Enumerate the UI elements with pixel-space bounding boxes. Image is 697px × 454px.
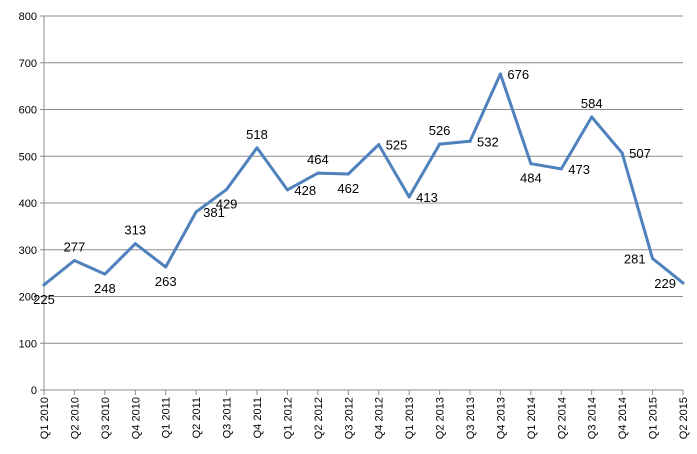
data-label: 381 [203,205,225,220]
y-tick-label: 500 [19,151,37,163]
data-label: 518 [246,127,268,142]
data-label: 281 [624,252,646,267]
data-label: 532 [477,134,499,149]
data-label: 462 [337,181,359,196]
x-tick-label: Q4 2011 [252,397,264,438]
data-label: 413 [416,190,438,205]
data-label: 473 [568,162,590,177]
x-tick-label: Q3 2010 [100,397,112,439]
data-label: 484 [520,171,542,186]
x-tick-label: Q4 2013 [495,397,507,439]
data-point [468,139,472,143]
data-point [681,281,685,285]
x-tick-label: Q4 2010 [130,397,142,439]
x-tick-label: Q2 2014 [556,397,568,439]
data-point [346,172,350,176]
x-tick-label: Q2 2013 [435,397,447,439]
x-tick-label: Q1 2013 [404,397,416,439]
data-label: 229 [654,276,676,291]
x-tick-label: Q1 2015 [648,397,660,439]
y-axis-ticks: 0 100 200 300 400 500 600 700 800 [19,11,44,397]
y-tick-label: 400 [19,198,37,210]
x-tick-label: Q4 2014 [617,397,629,439]
x-tick-label: Q1 2012 [282,397,294,439]
data-point [529,162,533,166]
data-point [438,142,442,146]
gridlines [44,15,683,344]
y-tick-label: 700 [19,58,37,70]
x-tick-label: Q1 2011 [161,397,173,438]
x-axis-ticks: Q1 2010 Q2 2010 Q3 2010 Q4 2010 Q1 2011 Q2 20… [39,390,690,439]
data-point [498,72,502,76]
data-point [225,187,229,191]
data-point [285,188,289,192]
x-tick-label: Q2 2015 [678,397,690,439]
data-label: 313 [124,223,146,238]
x-tick-label: Q2 2012 [313,397,325,439]
data-point [103,272,107,276]
y-tick-label: 0 [31,385,37,397]
series-polyline [42,72,685,287]
data-label: 428 [294,183,316,198]
data-label: 225 [33,292,55,307]
data-point [377,143,381,147]
x-tick-label: Q3 2014 [587,397,599,439]
x-tick-label: Q1 2014 [526,397,538,439]
y-tick-label: 200 [19,292,37,304]
x-tick-label: Q4 2012 [374,397,386,439]
data-label: 676 [507,67,529,82]
data-label: 263 [155,274,177,289]
data-point [42,283,46,287]
data-label: 464 [307,152,329,167]
x-tick-label: Q2 2010 [69,397,81,439]
data-label: 429 [216,196,238,211]
x-tick-label: Q3 2012 [343,397,355,439]
data-point [164,265,168,269]
series-line [42,72,685,287]
data-label: 248 [94,281,116,296]
data-point [72,259,76,263]
y-tick-label: 800 [19,11,37,23]
data-label: 277 [64,240,86,255]
data-label: 584 [581,96,603,111]
data-point [620,151,624,155]
x-tick-label: Q3 2011 [222,397,234,438]
data-point [651,257,655,261]
data-point [559,167,563,171]
data-label: 526 [429,123,451,138]
data-point [194,210,198,214]
data-point [316,171,320,175]
data-label: 525 [386,138,408,153]
y-tick-label: 300 [19,245,37,257]
x-tick-label: Q2 2011 [191,397,203,438]
y-tick-label: 600 [19,105,37,117]
x-tick-label: Q3 2013 [465,397,477,439]
data-point [590,115,594,119]
data-label: 507 [629,146,651,161]
data-point [407,195,411,199]
x-tick-label: Q1 2010 [39,397,51,439]
y-tick-label: 100 [19,338,37,350]
data-point [133,242,137,246]
data-point [255,146,259,150]
